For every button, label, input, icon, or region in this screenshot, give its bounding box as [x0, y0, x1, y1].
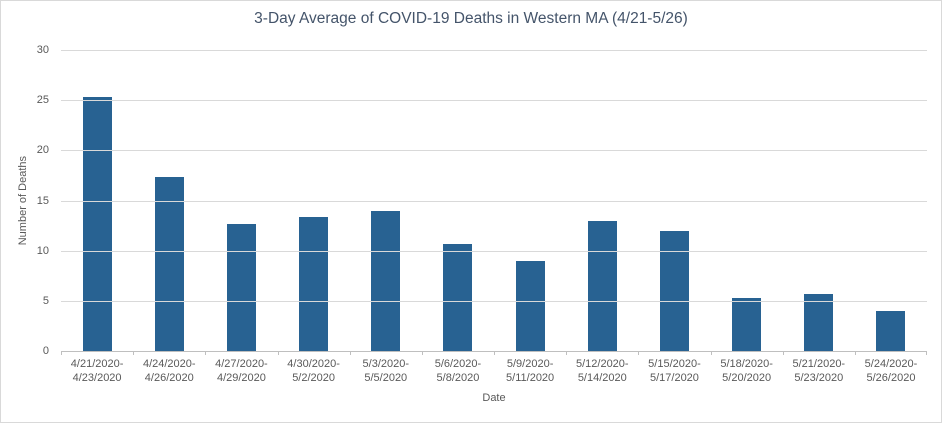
- x-axis-tick-mark: [61, 351, 62, 355]
- x-tick-label: 5/9/2020- 5/11/2020: [506, 358, 555, 384]
- bar-5/12/2020-5/14/2020: [587, 220, 617, 351]
- x-axis-tick-mark: [133, 351, 135, 355]
- bar-4/24/2020-4/26/2020: [154, 177, 184, 351]
- bar-slot: [711, 50, 783, 351]
- bar-slot: [350, 50, 422, 351]
- y-tick-label: 15: [36, 194, 49, 207]
- x-axis-tick-mark: [494, 351, 495, 355]
- gridline: [61, 50, 927, 51]
- x-axis-tick-mark: [710, 351, 712, 355]
- x-tick-label: 4/27/2020- 4/29/2020: [215, 358, 268, 384]
- bars-row: [61, 50, 927, 351]
- x-tick-label: 5/15/2020- 5/17/2020: [648, 358, 701, 384]
- x-tick-label: 4/24/2020- 4/26/2020: [142, 358, 196, 384]
- x-tick-label: 4/21/2020- 4/23/2020: [70, 358, 124, 384]
- bar-slot: [422, 50, 494, 351]
- gridline: [61, 250, 927, 252]
- y-axis-tick-labels: 0 5 10 15 20 25 30: [1, 44, 49, 357]
- bar-4/27/2020-4/29/2020: [226, 223, 256, 351]
- bar-slot: [61, 50, 133, 351]
- x-tick-label: 4/30/2020- 5/2/2020: [287, 358, 340, 384]
- x-axis-tick-mark: [566, 351, 568, 355]
- bar-slot: [783, 50, 855, 351]
- x-axis-tick-mark: [854, 351, 856, 355]
- gridline: [61, 100, 927, 102]
- x-tick-label: 5/6/2020- 5/8/2020: [434, 358, 482, 384]
- x-axis-tick-mark: [421, 351, 423, 355]
- chart-title: 3-Day Average of COVID-19 Deaths in West…: [254, 10, 688, 27]
- x-axis-title: Date: [482, 392, 506, 404]
- y-tick-label: 0: [42, 345, 49, 357]
- gridline: [61, 200, 927, 202]
- x-axis-tick-mark: [638, 351, 640, 355]
- x-axis-tick-mark: [782, 351, 784, 355]
- bar-5/6/2020-5/8/2020: [443, 243, 473, 351]
- bar-5/3/2020-5/5/2020: [371, 210, 401, 351]
- x-axis-tick-mark: [926, 351, 927, 355]
- bar-slot: [205, 50, 277, 351]
- bar-5/15/2020-5/17/2020: [659, 230, 689, 351]
- bar-slot: [566, 50, 638, 351]
- bar-5/9/2020-5/11/2020: [515, 260, 545, 351]
- x-tick-label: 5/12/2020- 5/14/2020: [575, 358, 629, 384]
- x-axis-tick-mark: [349, 351, 351, 355]
- bar-5/24/2020-5/26/2020: [876, 310, 906, 351]
- bar-slot: [855, 50, 927, 351]
- bar-slot: [278, 50, 350, 351]
- gridline: [61, 300, 927, 302]
- bar-4/30/2020-5/2/2020: [299, 217, 329, 351]
- x-axis-tick-mark: [277, 351, 279, 355]
- x-axis-tick-labels: 4/21/2020- 4/23/2020 4/24/2020- 4/26/2020 4/…: [61, 357, 927, 385]
- y-tick-label: 10: [36, 244, 49, 257]
- plot-area: [61, 50, 927, 355]
- gridline: [61, 150, 927, 152]
- x-axis-tick-mark: [205, 351, 207, 355]
- y-tick-label: 30: [36, 44, 49, 56]
- bar-4/21/2020-4/23/2020: [82, 96, 112, 351]
- x-tick-label: 5/21/2020- 5/23/2020: [792, 358, 846, 384]
- bar-slot: [494, 50, 566, 351]
- bar-slot: [133, 50, 205, 351]
- y-tick-label: 5: [42, 294, 49, 307]
- bar-5/18/2020-5/20/2020: [732, 297, 762, 351]
- x-tick-label: 5/3/2020- 5/5/2020: [362, 358, 410, 384]
- bar-5/21/2020-5/23/2020: [804, 294, 834, 351]
- x-tick-label: 5/24/2020- 5/26/2020: [864, 358, 918, 384]
- y-tick-label: 20: [36, 144, 49, 157]
- x-tick-label: 5/18/2020- 5/20/2020: [720, 358, 773, 384]
- y-tick-label: 25: [36, 94, 49, 107]
